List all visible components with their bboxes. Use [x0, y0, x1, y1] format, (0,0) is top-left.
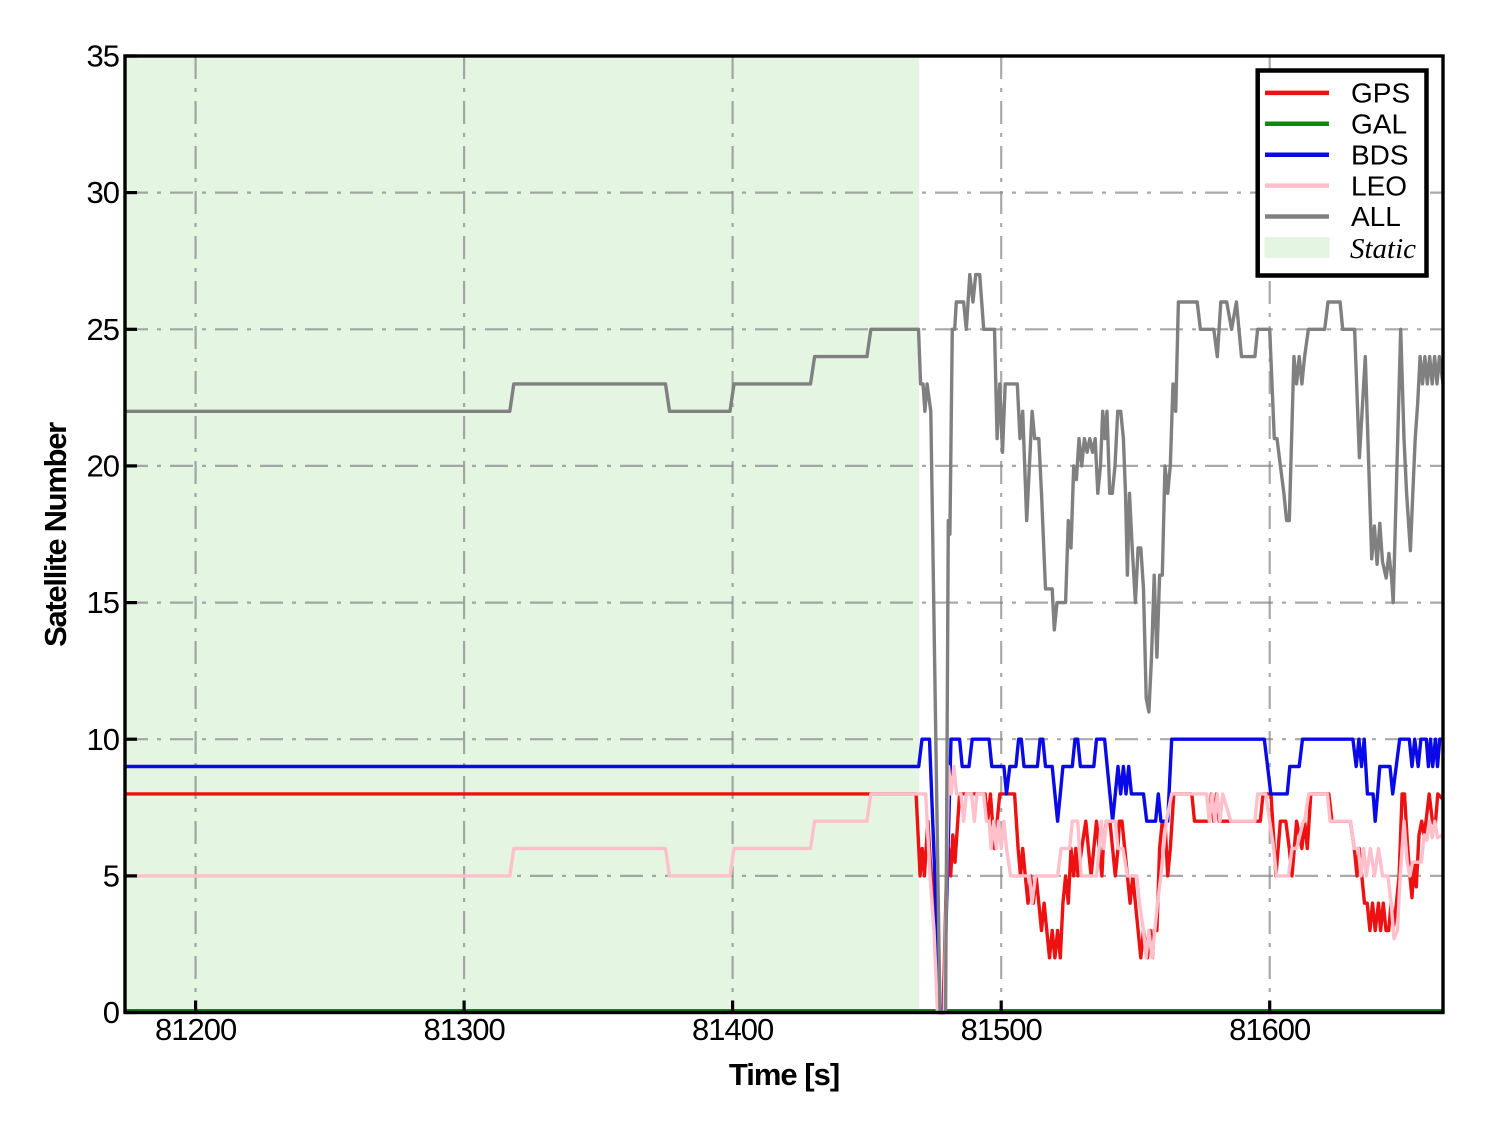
- svg-text:81500: 81500: [961, 1012, 1043, 1047]
- svg-text:25: 25: [87, 312, 119, 347]
- svg-text:35: 35: [87, 39, 119, 74]
- svg-text:GPS: GPS: [1351, 78, 1410, 109]
- svg-text:5: 5: [103, 859, 119, 894]
- svg-text:LEO: LEO: [1351, 170, 1407, 201]
- svg-text:10: 10: [87, 722, 120, 757]
- svg-text:GAL: GAL: [1351, 109, 1407, 140]
- svg-text:20: 20: [87, 449, 120, 484]
- svg-text:30: 30: [87, 175, 120, 210]
- svg-text:Time [s]: Time [s]: [729, 1057, 839, 1092]
- svg-text:81400: 81400: [692, 1012, 774, 1047]
- svg-text:81200: 81200: [155, 1012, 237, 1047]
- svg-text:BDS: BDS: [1351, 139, 1409, 170]
- svg-text:ALL: ALL: [1351, 201, 1401, 232]
- svg-text:Satellite Number: Satellite Number: [38, 422, 73, 647]
- svg-text:Static: Static: [1350, 233, 1416, 265]
- svg-text:15: 15: [87, 585, 119, 620]
- svg-text:0: 0: [103, 995, 120, 1030]
- svg-text:81300: 81300: [423, 1012, 505, 1047]
- svg-text:81600: 81600: [1229, 1012, 1311, 1047]
